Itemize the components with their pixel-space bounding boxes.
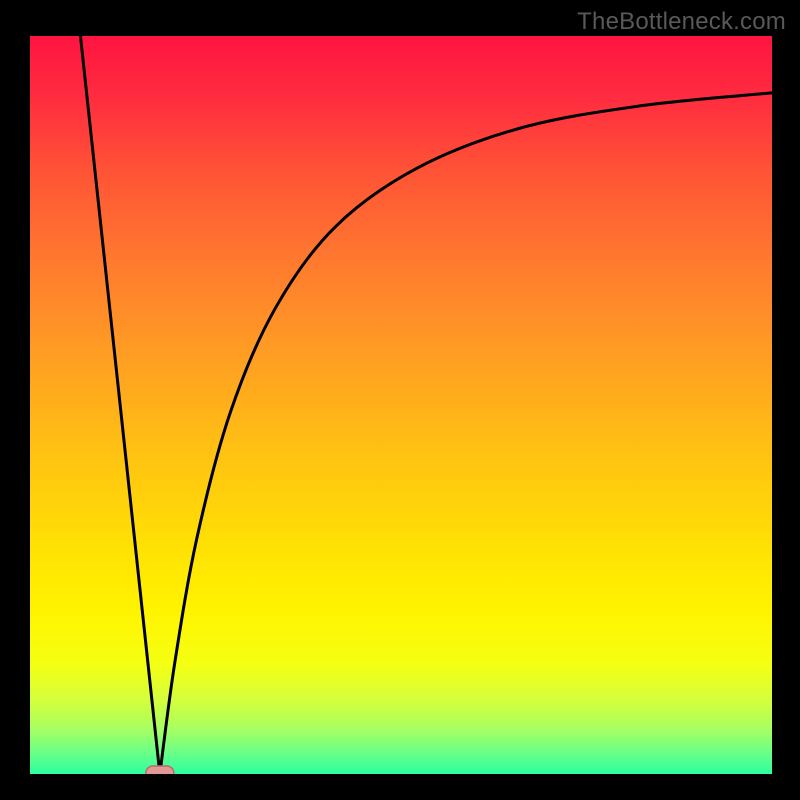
bottleneck-chart [0,0,800,800]
chart-container: TheBottleneck.com [0,0,800,800]
watermark-text: TheBottleneck.com [577,8,786,36]
